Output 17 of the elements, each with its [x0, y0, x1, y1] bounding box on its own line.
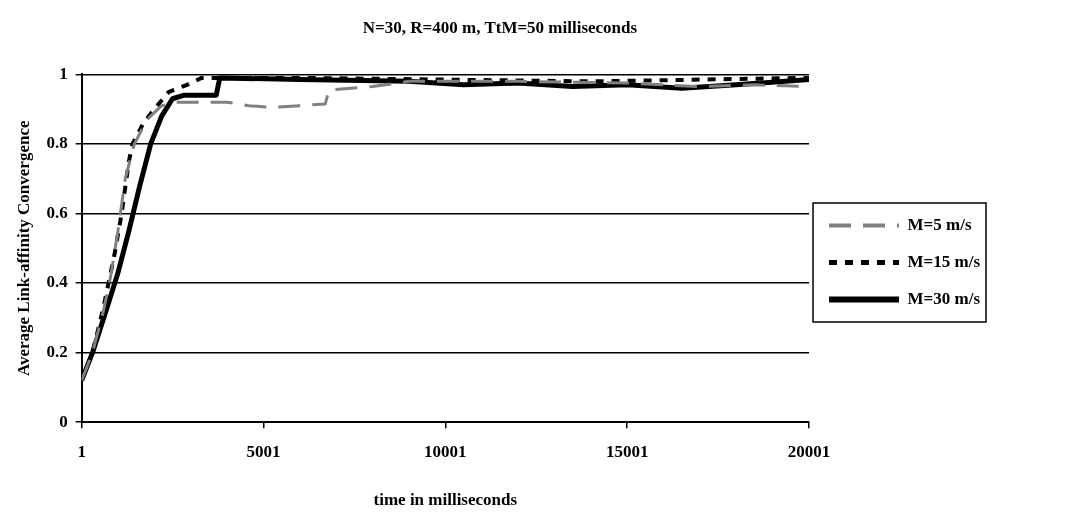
x-tick-label: 20001: [787, 441, 831, 461]
legend-label: M=15 m/s: [907, 251, 981, 271]
legend-label: M=30 m/s: [907, 288, 981, 308]
legend-label: M=5 m/s: [907, 214, 972, 234]
y-tick-label: 1: [59, 63, 68, 83]
y-axis-title: Average Link-affinity Convergence: [13, 120, 33, 377]
y-tick-label: 0.6: [46, 202, 68, 222]
y-tick-label: 0.4: [46, 272, 69, 292]
chart-title: N=30, R=400 m, TtM=50 milliseconds: [362, 17, 638, 37]
x-tick-label: 5001: [246, 441, 281, 461]
x-tick-label: 10001: [424, 441, 467, 461]
x-tick-label: 1: [77, 441, 86, 461]
x-tick-label: 15001: [605, 441, 649, 461]
y-tick-label: 0: [59, 411, 68, 431]
x-axis-title: time in milliseconds: [373, 490, 518, 510]
y-tick-label: 0.2: [46, 342, 68, 362]
y-tick-label: 0.8: [46, 133, 68, 153]
